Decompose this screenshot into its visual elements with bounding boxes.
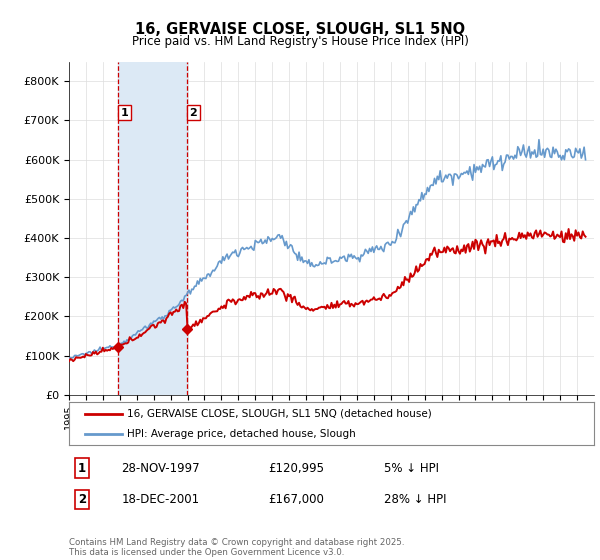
- Text: Contains HM Land Registry data © Crown copyright and database right 2025.
This d: Contains HM Land Registry data © Crown c…: [69, 538, 404, 557]
- Text: 16, GERVAISE CLOSE, SLOUGH, SL1 5NQ: 16, GERVAISE CLOSE, SLOUGH, SL1 5NQ: [135, 22, 465, 38]
- Text: 2: 2: [190, 108, 197, 118]
- Text: 16, GERVAISE CLOSE, SLOUGH, SL1 5NQ (detached house): 16, GERVAISE CLOSE, SLOUGH, SL1 5NQ (det…: [127, 409, 431, 419]
- Text: 2: 2: [78, 493, 86, 506]
- Text: Price paid vs. HM Land Registry's House Price Index (HPI): Price paid vs. HM Land Registry's House …: [131, 35, 469, 48]
- Text: 5% ↓ HPI: 5% ↓ HPI: [384, 462, 439, 475]
- Text: 28-NOV-1997: 28-NOV-1997: [121, 462, 200, 475]
- Text: HPI: Average price, detached house, Slough: HPI: Average price, detached house, Slou…: [127, 430, 355, 439]
- Text: 1: 1: [121, 108, 128, 118]
- Text: £120,995: £120,995: [269, 462, 325, 475]
- Bar: [118, 62, 187, 395]
- Text: £167,000: £167,000: [269, 493, 325, 506]
- Text: 1: 1: [78, 462, 86, 475]
- Text: 28% ↓ HPI: 28% ↓ HPI: [384, 493, 446, 506]
- Text: 18-DEC-2001: 18-DEC-2001: [121, 493, 200, 506]
